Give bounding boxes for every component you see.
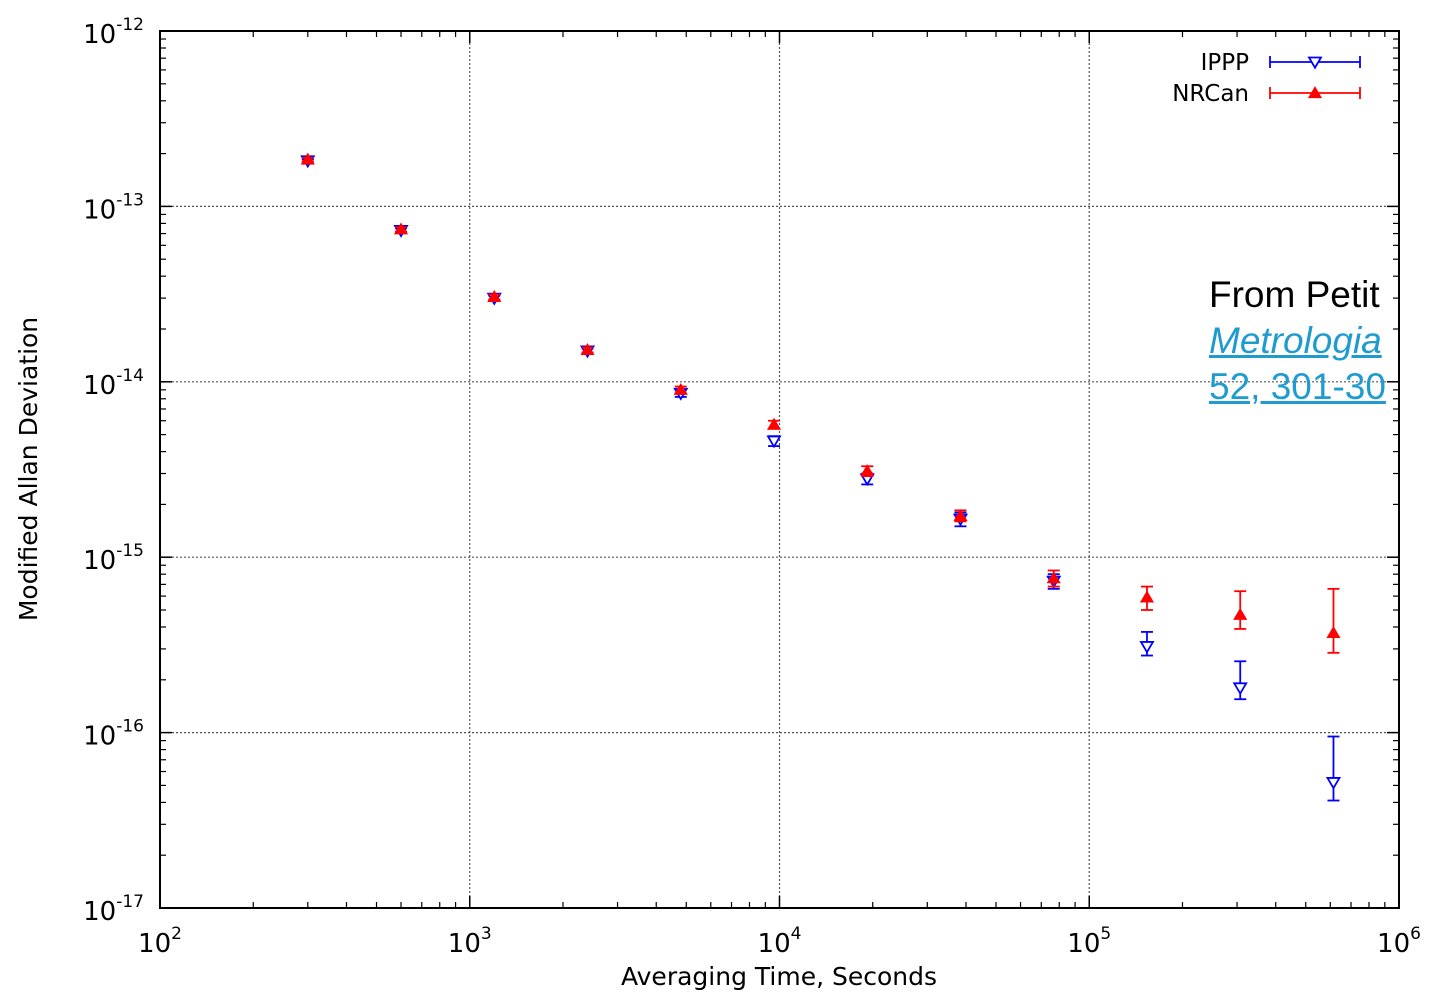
x-tick-label: 105 (1067, 924, 1111, 959)
data-point (953, 509, 968, 521)
y-tick-labels: 10-12 10-13 10-14 10-15 10-16 10-17 (83, 15, 144, 927)
data-point (1046, 571, 1061, 584)
y-tick-label: 10-15 (83, 541, 144, 576)
data-point (300, 152, 315, 165)
y-tick-label: 10-14 (83, 366, 144, 401)
data-point (1233, 607, 1248, 620)
legend: IPPP NRCan (1172, 50, 1361, 107)
data-point (1139, 641, 1155, 654)
citation-volume-link[interactable]: 52, 301-30 (1209, 366, 1386, 407)
data-point (766, 417, 782, 430)
legend-label-ippp: IPPP (1201, 50, 1250, 76)
data-point (1325, 777, 1342, 790)
data-point (1326, 626, 1341, 639)
data-point (393, 222, 409, 235)
y-tick-label: 10-16 (83, 717, 144, 752)
data-point (766, 435, 782, 449)
y-axis-title: Modified Allan Deviation (14, 317, 43, 621)
citation-from: From Petit (1209, 274, 1380, 315)
legend-label-nrcan: NRCan (1172, 81, 1249, 107)
plot-frame (159, 30, 1400, 909)
legend-swatch-marker (1307, 86, 1323, 99)
y-tick-label: 10-12 (83, 15, 144, 50)
grid-lines (160, 31, 1399, 908)
y-tick-label: 10-17 (83, 892, 144, 927)
data-point (1232, 682, 1248, 696)
series-ippp (300, 155, 1342, 802)
data-point (580, 343, 595, 356)
x-tick-label: 106 (1377, 924, 1421, 959)
x-axis-title: Averaging Time, Seconds (621, 962, 937, 991)
data-point (1139, 590, 1155, 603)
series-nrcan (300, 152, 1341, 654)
x-tick-label: 103 (448, 924, 492, 959)
citation-note: From Petit Metrologia 52, 301-30 (1209, 272, 1431, 410)
citation-journal-link[interactable]: Metrologia (1209, 320, 1382, 361)
x-tick-labels: 102 103 104 105 106 (138, 924, 1421, 959)
data-point (860, 464, 875, 477)
data-point (487, 289, 502, 302)
y-tick-label: 10-13 (83, 190, 144, 225)
x-tick-label: 102 (138, 924, 182, 959)
data-point (673, 382, 688, 395)
legend-swatches (1269, 56, 1361, 99)
x-tick-label: 104 (758, 924, 802, 959)
data-series (300, 152, 1342, 802)
legend-swatch-marker (1307, 56, 1323, 70)
